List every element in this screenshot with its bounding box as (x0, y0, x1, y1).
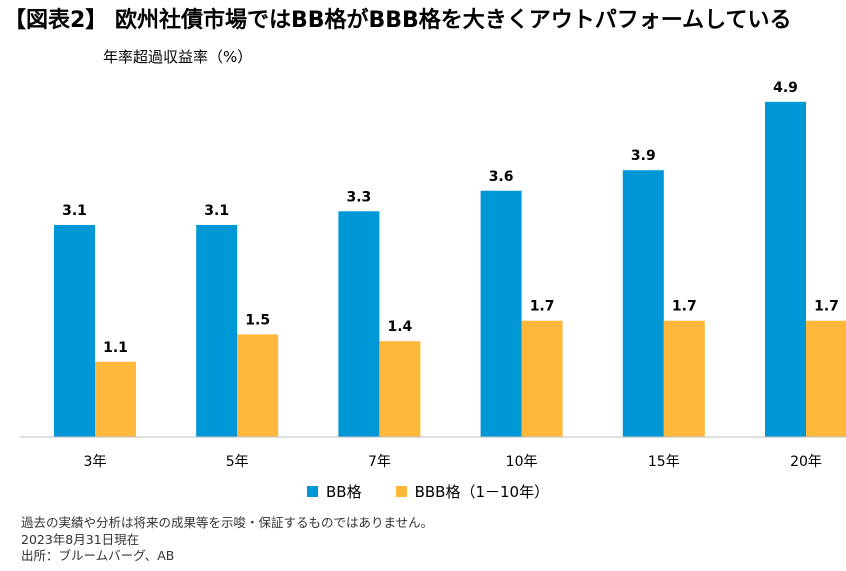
x-tick-label-3: 10年 (506, 454, 538, 470)
legend-label-bb: BB格 (326, 482, 362, 501)
data-label-bbb-5: 1.7 (814, 299, 839, 315)
legend-label-bbb: BBB格（1－10年） (414, 482, 550, 501)
y-axis-label: 年率超過収益率（%） (103, 48, 253, 66)
bar-chart: 3.1 1.1 3年 3.1 1.5 5年 3.3 1.4 7年 3.6 1.7 10年 3.9 1.7 1… (20, 80, 846, 470)
x-tick-label-2: 7年 (368, 454, 391, 470)
data-label-bb-4: 3.9 (631, 148, 656, 164)
data-label-bb-2: 3.3 (346, 189, 371, 205)
bar-bb-0 (54, 224, 95, 437)
bar-bbb-4 (663, 320, 705, 437)
data-label-bb-1: 3.1 (204, 203, 229, 219)
bar-bb-2 (338, 211, 380, 437)
data-label-bb-5: 4.9 (773, 80, 798, 96)
data-label-bbb-2: 1.4 (387, 319, 412, 335)
bar-bbb-3 (521, 320, 563, 437)
legend-swatch-bb (307, 485, 318, 497)
disclaimer-note: 過去の実績や分析は将来の成果等を示唆・保証するものではありません。 (21, 515, 434, 530)
bar-bb-5 (765, 101, 806, 437)
bar-bbb-5 (806, 320, 846, 437)
data-label-bbb-1: 1.5 (245, 312, 270, 328)
footnotes: 過去の実績や分析は将来の成果等を示唆・保証するものではありません。 2023年8… (21, 515, 433, 565)
date-note: 2023年8月31日現在 (21, 531, 140, 547)
data-label-bbb-3: 1.7 (530, 299, 555, 315)
data-label-bb-0: 3.1 (62, 203, 87, 219)
bar-bb-1 (196, 224, 238, 437)
bar-bbb-0 (95, 361, 136, 437)
bar-bb-4 (622, 170, 664, 438)
legend-item-bb: BB格 (307, 481, 362, 502)
x-tick-label-4: 15年 (648, 454, 680, 470)
data-label-bbb-0: 1.1 (103, 340, 128, 356)
legend-swatch-bbb (395, 485, 407, 497)
bar-bbb-2 (379, 341, 421, 437)
x-tick-label-1: 5年 (226, 454, 249, 470)
data-label-bb-3: 3.6 (489, 169, 514, 185)
legend-item-bbb: BBB格（1－10年） (395, 481, 550, 502)
legend: BB格 BBB格（1－10年） (307, 480, 583, 502)
bar-bb-3 (480, 190, 522, 437)
x-tick-label-0: 3年 (84, 454, 107, 470)
bar-bbb-1 (237, 334, 279, 437)
source-note: 出所：ブルームバーグ、AB (21, 548, 175, 563)
chart-title: 【図表2】 欧州社債市場ではBB格がBBB格を大きくアウトパフォームしている (4, 8, 792, 33)
data-label-bbb-4: 1.7 (672, 299, 697, 315)
x-tick-label-5: 20年 (790, 454, 822, 470)
